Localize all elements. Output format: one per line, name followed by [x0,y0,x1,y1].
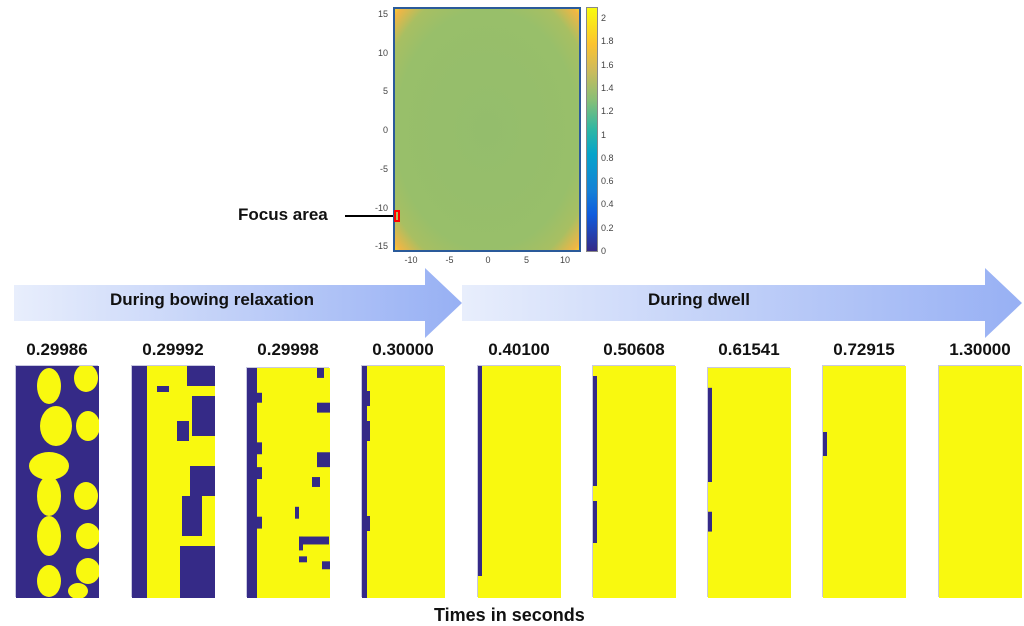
microstructure-panel [131,365,215,598]
microstructure-panel [15,364,100,599]
microstructure-panel [246,367,330,598]
colorbar-tick: 0.6 [601,176,614,187]
colorbar-tick: 0.2 [601,222,614,233]
microstructure-panel [707,367,791,598]
x-tick: 10 [559,255,570,265]
heatmap-plot [393,7,581,252]
colorbar-tick: 1.4 [601,82,614,93]
panel-time-label: 0.29998 [257,340,319,359]
colorbar-tick: 1.6 [601,59,614,70]
y-tick: 10 [377,47,388,58]
panel-time-label: 0.40100 [488,340,550,359]
focus-area-label: Focus area [238,205,328,224]
colorbar [586,7,598,252]
panel-time-label: 0.50608 [603,340,665,359]
focus-area-pointer [345,215,393,217]
y-tick: 0 [382,125,388,136]
colorbar-tick: 1.2 [601,106,614,117]
colorbar-tick: 0.4 [601,199,614,210]
panel-time-label: 0.29986 [26,340,88,359]
microstructure-panel [938,365,1022,598]
colorbar-tick: 1.8 [601,36,614,47]
y-tick: -10 [374,202,388,213]
y-tick: 15 [377,9,388,19]
arrow-bowing-relaxation [14,268,462,338]
x-tick: -10 [404,255,418,265]
panel-time-label: 0.72915 [833,340,895,359]
colorbar-tick: 2 [601,13,607,23]
y-tick: -15 [374,241,388,252]
timeline-arrows [14,268,1022,338]
panel-time-label: 0.29992 [142,340,204,359]
x-tick: 5 [523,255,529,265]
y-tick: -5 [379,163,388,174]
dwell-label: During dwell [648,290,750,309]
bowing-relaxation-label: During bowing relaxation [110,290,315,309]
focus-area-box [394,210,400,222]
microstructure-panel [477,365,561,598]
x-tick: -5 [445,255,454,265]
y-tick: 5 [382,86,388,97]
panel-time-label: 1.30000 [949,340,1011,359]
microstructure-panel [592,365,676,598]
panel-time-label: 0.30000 [372,340,434,359]
panel-time-label: 0.61541 [718,340,780,359]
x-axis-label: Times in seconds [434,605,585,625]
colorbar-tick: 1 [601,129,607,140]
arrow-dwell [462,268,1022,338]
microstructure-panel [361,365,445,598]
x-tick: 0 [485,255,491,265]
colorbar-tick: 0 [601,246,607,256]
microstructure-panel [822,365,906,598]
colorbar-tick: 0.8 [601,152,614,163]
